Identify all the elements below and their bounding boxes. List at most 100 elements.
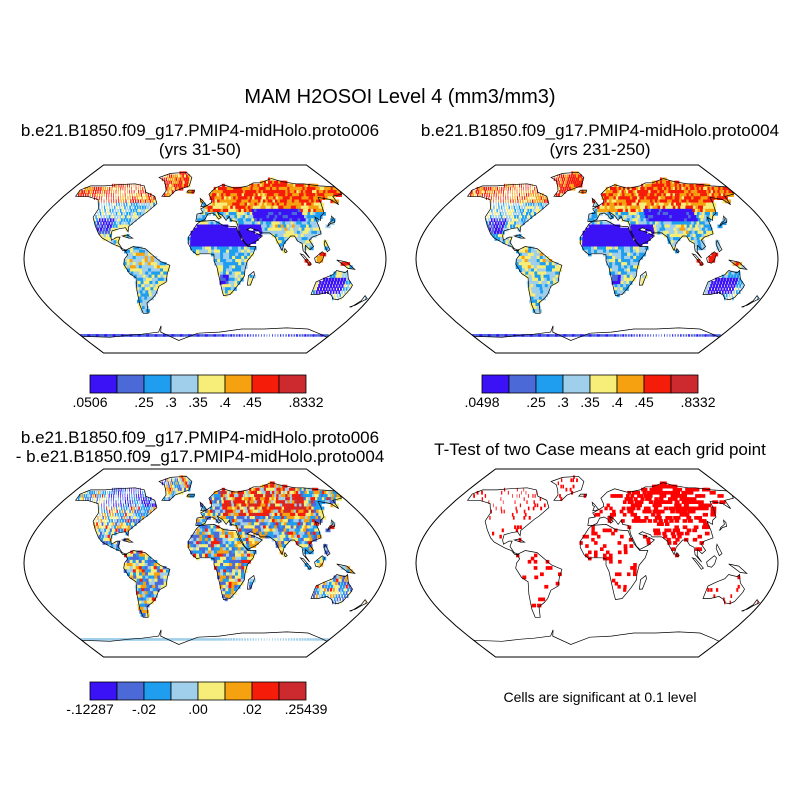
grid-cell (122, 490, 124, 495)
grid-cell (525, 202, 527, 207)
grid-cell (600, 249, 604, 254)
grid-cell (629, 246, 634, 251)
grid-cell (187, 237, 191, 241)
grid-cell (221, 334, 225, 337)
grid-cell (626, 280, 630, 285)
grid-cell (307, 262, 311, 266)
grid-cell (268, 534, 273, 539)
coastline-antarctica-coast (473, 325, 720, 341)
grid-cell (103, 193, 105, 197)
grid-cell (273, 522, 278, 526)
grid-cell (735, 262, 740, 266)
grid-cell (145, 271, 150, 276)
grid-cell (603, 249, 607, 254)
grid-cell (264, 208, 269, 213)
grid-cell (78, 190, 81, 194)
grid-cell (625, 230, 630, 235)
grid-cell (132, 519, 135, 523)
grid-cell (535, 193, 537, 197)
grid-cell (542, 262, 547, 266)
grid-cell (229, 218, 234, 222)
grid-cell (223, 556, 227, 561)
grid-cell (306, 215, 312, 219)
grid-cell (494, 212, 496, 216)
grid-cell (216, 227, 220, 232)
grid-cell (301, 541, 306, 545)
grid-cell (165, 174, 167, 179)
grid-cell (213, 544, 218, 548)
grid-cell (236, 233, 241, 238)
grid-cell (563, 190, 566, 194)
grid-cell (269, 202, 274, 207)
grid-cell (290, 334, 293, 337)
grid-cell (210, 221, 214, 226)
grid-cell (511, 205, 513, 210)
grid-cell (234, 284, 238, 288)
grid-cell (693, 221, 699, 226)
grid-cell (503, 205, 505, 210)
grid-cell (251, 202, 257, 207)
grid-cell (653, 224, 658, 229)
grid-cell (673, 237, 678, 241)
grid-cell (633, 193, 638, 197)
grid-cell (202, 541, 206, 545)
grid-cell (278, 541, 283, 545)
coastline-south-america (123, 246, 171, 314)
grid-cell (222, 547, 227, 551)
grid-cell (295, 208, 301, 213)
grid-cell (527, 183, 529, 188)
grid-cell (202, 506, 206, 511)
grid-cell (572, 174, 574, 179)
grid-cell (247, 556, 251, 561)
grid-cell (292, 218, 297, 222)
grid-cell (163, 481, 165, 486)
grid-cell (247, 509, 252, 514)
grid-cell (226, 516, 230, 520)
grid-cell (656, 218, 662, 222)
grid-cell (145, 268, 149, 273)
grid-cell (300, 233, 306, 238)
grid-cell (96, 196, 98, 200)
grid-cell (512, 224, 516, 229)
grid-cell (137, 490, 139, 495)
grid-cell (638, 246, 643, 251)
grid-cell (260, 516, 265, 520)
grid-cell (281, 544, 286, 548)
grid-cell (207, 541, 212, 545)
grid-cell (147, 287, 152, 291)
grid-cell (311, 224, 317, 229)
grid-cell (694, 208, 700, 213)
grid-cell (110, 199, 112, 204)
grid-cell (620, 237, 625, 241)
grid-cell (202, 531, 206, 536)
grid-cell (227, 506, 231, 511)
grid-cell (248, 522, 253, 526)
grid-cell (571, 177, 574, 182)
grid-cell (146, 196, 148, 200)
grid-cell (324, 290, 327, 294)
grid-cell (638, 199, 642, 204)
grid-cell (273, 516, 278, 520)
grid-cell (134, 196, 136, 200)
grid-cell (187, 478, 190, 483)
grid-cell (156, 259, 161, 263)
grid-cell (531, 268, 535, 273)
grid-cell (129, 252, 134, 257)
grid-cell (533, 255, 538, 260)
grid-cell (147, 199, 149, 204)
grid-cell (614, 243, 619, 247)
grid-cell (237, 196, 242, 200)
grid-cell (268, 516, 273, 520)
grid-cell (527, 208, 530, 213)
grid-cell (234, 547, 239, 551)
grid-cell (639, 196, 644, 200)
grid-cell (147, 252, 152, 257)
grid-cell (282, 180, 288, 185)
grid-cell (210, 208, 214, 213)
grid-cell (101, 497, 103, 501)
grid-cell (490, 215, 492, 219)
grid-cell (129, 490, 130, 495)
grid-cell (640, 186, 645, 191)
grid-cell (528, 287, 533, 291)
grid-cell (709, 287, 712, 291)
